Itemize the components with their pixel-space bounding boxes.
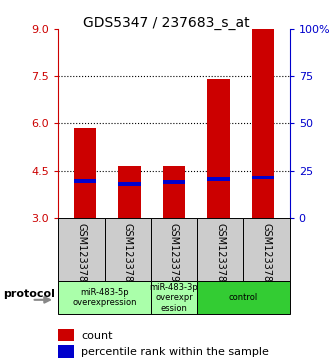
Bar (197, 281, 290, 314)
Text: miR-483-5p
overexpression: miR-483-5p overexpression (72, 288, 137, 307)
Bar (163, 166, 185, 218)
Text: GSM1233788: GSM1233788 (215, 223, 225, 288)
Bar (252, 29, 274, 218)
Bar (252, 176, 274, 179)
Text: GSM1233787: GSM1233787 (123, 223, 133, 288)
Text: GSM1233790: GSM1233790 (169, 223, 179, 288)
Text: protocol: protocol (3, 289, 55, 299)
Bar (207, 177, 230, 181)
Bar (58, 218, 105, 281)
Text: GSM1233789: GSM1233789 (261, 223, 272, 288)
Text: percentile rank within the sample: percentile rank within the sample (81, 347, 269, 357)
Bar (58, 281, 151, 314)
Bar (151, 281, 197, 314)
Bar (118, 166, 141, 218)
Bar (197, 218, 243, 281)
Bar (118, 182, 141, 186)
Bar (207, 79, 230, 218)
Text: count: count (81, 331, 113, 340)
Bar (58, 345, 75, 358)
Bar (74, 179, 96, 183)
Text: miR-483-3p
overexpr
ession: miR-483-3p overexpr ession (150, 283, 198, 313)
Bar (58, 329, 75, 341)
Bar (105, 218, 151, 281)
Bar (74, 128, 96, 218)
Text: control: control (229, 293, 258, 302)
Bar (151, 218, 197, 281)
Text: GDS5347 / 237683_s_at: GDS5347 / 237683_s_at (83, 16, 250, 30)
Bar (163, 180, 185, 184)
Bar (243, 218, 290, 281)
Text: GSM1233786: GSM1233786 (76, 223, 87, 288)
